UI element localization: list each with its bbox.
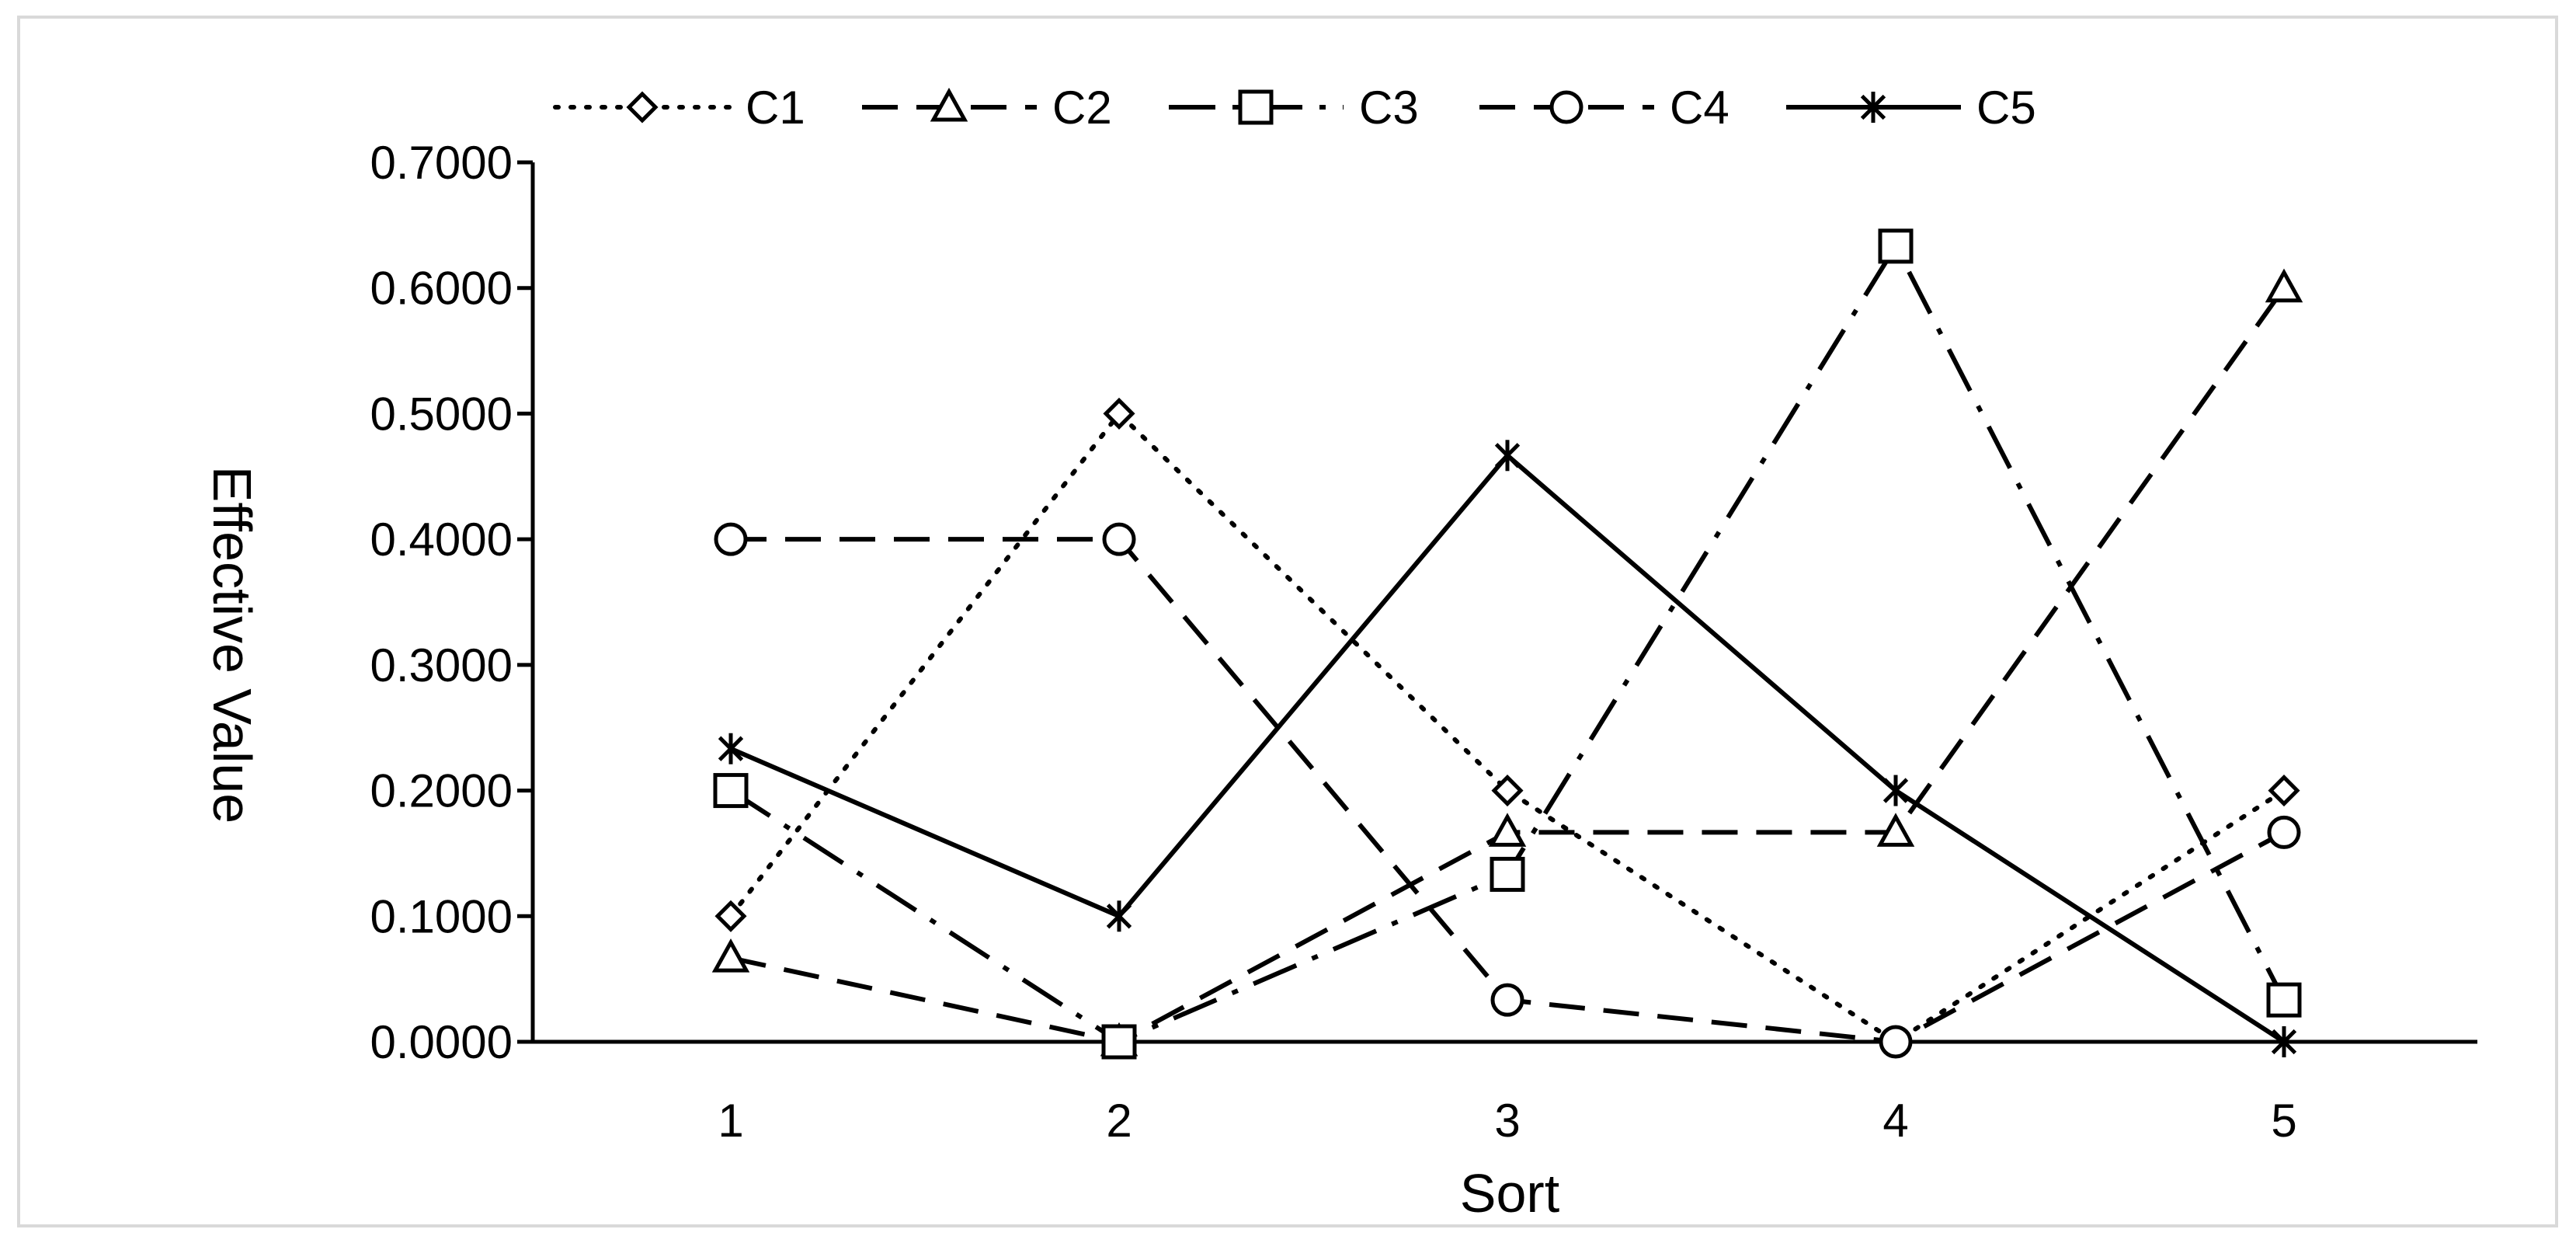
data-point: [1101, 1024, 1137, 1060]
y-tick-label: 0.1000: [370, 890, 513, 942]
legend-item-c5: C5: [1786, 82, 2036, 134]
legend-marker: [930, 87, 968, 122]
legend-item-c3: C3: [1169, 82, 1419, 134]
legend-marker: [1238, 89, 1274, 125]
data-point: [1882, 775, 1909, 806]
data-point: [714, 522, 748, 556]
x-tick-label: 4: [1882, 1095, 1908, 1147]
data-point: [714, 900, 747, 932]
axes: [530, 162, 2477, 1044]
data-point: [1106, 900, 1132, 932]
series-c4: [714, 522, 2301, 1059]
legend-item-c4: C4: [1479, 82, 1730, 134]
y-tick-label: 0.4000: [370, 514, 513, 566]
legend-label: C5: [1976, 82, 2036, 134]
y-axis-ticks: 0.0000 0.1000 0.2000 0.3000 0.4000 0.5000 0.60…: [370, 137, 533, 1068]
data-point: [2268, 775, 2300, 807]
legend: C1 C2 C3 C4 C5: [553, 82, 2036, 134]
data-point: [1879, 1025, 1913, 1059]
legend-label: C3: [1359, 82, 1419, 134]
x-tick-label: 2: [1106, 1095, 1132, 1147]
y-tick-label: 0.7000: [370, 137, 513, 189]
data-point: [1494, 440, 1521, 472]
data-point: [713, 773, 749, 809]
x-axis-ticks: 1 2 3 4 5: [718, 1095, 2296, 1147]
data-point: [2267, 815, 2301, 849]
series-line: [728, 409, 2286, 1045]
y-tick-label: 0.0000: [370, 1016, 513, 1068]
data-point: [1102, 522, 1136, 556]
data-point: [1491, 775, 1524, 807]
series-group: [711, 228, 2303, 1060]
series-c5: [718, 440, 2297, 1057]
y-tick-label: 0.3000: [370, 639, 513, 691]
x-tick-label: 3: [1494, 1095, 1520, 1147]
legend-label: C2: [1052, 82, 1112, 134]
data-point: [1876, 813, 1915, 847]
data-point: [1103, 397, 1135, 430]
legend-label: C4: [1670, 82, 1730, 134]
series-c3: [713, 228, 2302, 1060]
data-point: [718, 733, 744, 764]
legend-item-c1: C1: [553, 82, 805, 134]
legend-marker: [1860, 92, 1886, 123]
y-axis-title: Effective Value: [202, 466, 262, 823]
data-point: [2266, 982, 2302, 1018]
x-tick-label: 5: [2271, 1095, 2296, 1147]
data-point: [1878, 228, 1914, 264]
legend-item-c2: C2: [862, 82, 1112, 134]
data-point: [1490, 983, 1524, 1017]
chart-border: [17, 16, 2558, 1227]
data-point: [1490, 856, 1525, 892]
y-tick-label: 0.5000: [370, 388, 513, 440]
y-tick-label: 0.6000: [370, 263, 513, 315]
legend-marker: [1549, 90, 1583, 124]
y-tick-label: 0.2000: [370, 765, 513, 817]
legend-marker: [626, 91, 659, 124]
data-point: [2265, 268, 2303, 303]
data-point: [1488, 813, 1527, 847]
legend-label: C1: [746, 82, 805, 134]
x-axis-title: Sort: [1460, 1163, 1559, 1224]
x-tick-label: 1: [718, 1095, 743, 1147]
data-point: [2271, 1026, 2297, 1057]
data-point: [711, 938, 750, 973]
